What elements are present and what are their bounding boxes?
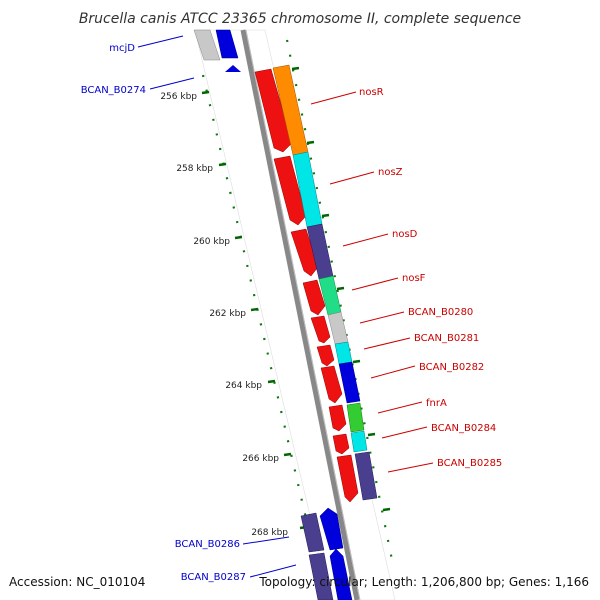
label-bcan-b0274: BCAN_B0274	[81, 85, 146, 96]
callout-lines-blue	[137, 35, 297, 578]
cds-red-9[interactable]	[332, 433, 350, 455]
tick-label-268: 268 kbp	[251, 528, 288, 538]
gene-fnrA[interactable]	[346, 402, 365, 433]
gene-gray-top[interactable]	[193, 29, 221, 61]
label-bcan-b0287: BCAN_B0287	[181, 572, 246, 583]
cds-red-column	[254, 68, 359, 503]
cds-red-1[interactable]	[254, 68, 293, 153]
gene-bcan-b0274[interactable]	[225, 65, 241, 72]
gene-bcan-b0285[interactable]	[354, 451, 378, 501]
tick-label-258: 258 kbp	[176, 164, 213, 174]
map-title: Brucella canis ATCC 23365 chromosome II,…	[79, 11, 521, 27]
label-bcan-b0285: BCAN_B0285	[437, 458, 502, 469]
tick-label-266: 266 kbp	[242, 454, 279, 464]
label-bcan-b0280: BCAN_B0280	[408, 307, 473, 318]
cds-red-8[interactable]	[328, 404, 347, 432]
label-bcan-b0282: BCAN_B0282	[419, 362, 484, 373]
label-nosF: nosF	[402, 273, 426, 284]
cds-red-6[interactable]	[316, 344, 335, 367]
gene-bcan-b0287-b[interactable]	[329, 548, 353, 600]
backbone-highlight	[245, 29, 361, 600]
accession-text: Accession: NC_010104	[9, 575, 145, 589]
tick-label-262: 262 kbp	[209, 309, 246, 319]
tick-label-260: 260 kbp	[193, 237, 230, 247]
gene-bcan-b0282[interactable]	[338, 361, 361, 404]
label-nosD: nosD	[392, 229, 418, 240]
cds-red-3[interactable]	[290, 228, 319, 277]
gene-bcan-b0287[interactable]	[308, 552, 334, 600]
gene-bcan-b0284[interactable]	[350, 430, 368, 453]
callout-lines-red	[310, 91, 434, 473]
label-nosZ: nosZ	[378, 167, 403, 178]
label-bcan-b0284: BCAN_B0284	[431, 423, 496, 434]
cds-red-7[interactable]	[320, 365, 343, 404]
cds-red-5[interactable]	[310, 315, 331, 344]
label-fnrA: fnrA	[426, 398, 447, 409]
label-nosR: nosR	[359, 87, 384, 98]
tick-label-256: 256 kbp	[160, 92, 197, 102]
cds-red-4[interactable]	[302, 279, 326, 316]
gene-mcjD[interactable]	[215, 29, 239, 59]
gene-bcan-b0286-b[interactable]	[319, 507, 344, 551]
label-bcan-b0281: BCAN_B0281	[414, 333, 479, 344]
label-mcjD: mcjD	[109, 43, 135, 54]
gene-bcan-b0286[interactable]	[300, 512, 325, 553]
major-ticks-right	[291, 66, 391, 512]
cds-red-10[interactable]	[336, 454, 359, 503]
sequence-backbone	[240, 29, 360, 600]
label-bcan-b0286: BCAN_B0286	[175, 539, 240, 550]
cds-red-2[interactable]	[273, 155, 307, 226]
topology-text: Topology: circular; Length: 1,206,800 bp…	[258, 575, 589, 589]
tick-label-264: 264 kbp	[225, 381, 262, 391]
